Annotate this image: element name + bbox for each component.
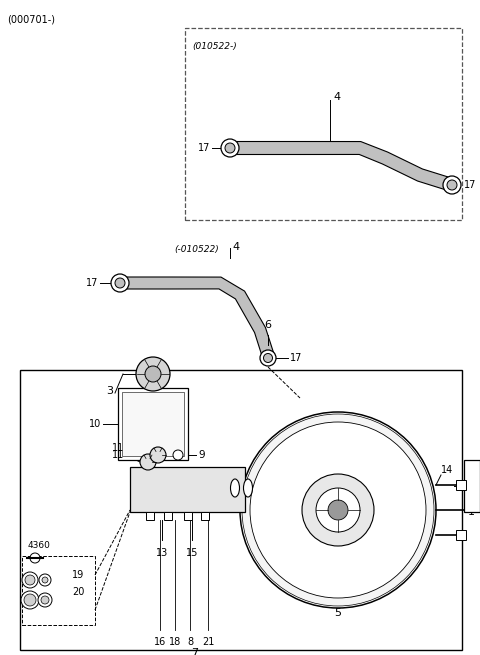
Bar <box>184 512 192 520</box>
Bar <box>464 460 480 512</box>
Bar <box>185 28 462 220</box>
Text: 4360: 4360 <box>28 540 51 550</box>
Circle shape <box>443 176 461 194</box>
Circle shape <box>240 412 436 608</box>
Text: 6: 6 <box>264 320 272 330</box>
Text: 13: 13 <box>156 548 168 558</box>
Text: 17: 17 <box>198 143 210 153</box>
Circle shape <box>447 180 457 190</box>
Circle shape <box>173 450 183 460</box>
Circle shape <box>302 474 374 546</box>
Text: 21: 21 <box>202 637 214 647</box>
Text: 16: 16 <box>154 637 166 647</box>
Text: (010522-): (010522-) <box>192 42 237 51</box>
Text: 9: 9 <box>198 450 204 460</box>
Bar <box>201 512 209 520</box>
Text: 11: 11 <box>112 443 124 453</box>
Text: 5: 5 <box>335 608 341 618</box>
Text: 8: 8 <box>187 637 193 647</box>
Bar <box>456 530 466 540</box>
Polygon shape <box>120 277 274 357</box>
Circle shape <box>21 591 39 609</box>
Circle shape <box>316 488 360 532</box>
Bar <box>456 480 466 490</box>
Circle shape <box>24 594 36 606</box>
Text: 14: 14 <box>441 465 453 475</box>
Text: 7: 7 <box>192 648 199 655</box>
Text: (000701-): (000701-) <box>7 14 55 24</box>
Text: 4: 4 <box>333 92 340 102</box>
Bar <box>20 370 462 650</box>
Text: (-010522): (-010522) <box>174 245 219 254</box>
Bar <box>122 392 184 456</box>
Ellipse shape <box>230 479 240 497</box>
Circle shape <box>111 274 129 292</box>
Ellipse shape <box>243 479 252 497</box>
Text: 17: 17 <box>464 180 476 190</box>
Bar <box>130 467 245 512</box>
Text: 17: 17 <box>85 278 98 288</box>
Bar <box>118 388 188 460</box>
Circle shape <box>140 454 156 470</box>
Circle shape <box>221 139 239 157</box>
Circle shape <box>25 575 35 585</box>
Circle shape <box>225 143 235 153</box>
Circle shape <box>42 577 48 583</box>
Text: 4: 4 <box>232 242 239 252</box>
Circle shape <box>260 350 276 366</box>
Text: 11: 11 <box>112 450 124 460</box>
Text: 3: 3 <box>106 386 113 396</box>
Circle shape <box>38 593 52 607</box>
Bar <box>146 512 154 520</box>
Circle shape <box>39 574 51 586</box>
Circle shape <box>250 422 426 598</box>
Text: 19: 19 <box>72 570 84 580</box>
Text: 20: 20 <box>72 587 84 597</box>
Circle shape <box>242 414 434 606</box>
Polygon shape <box>230 141 454 191</box>
Circle shape <box>150 447 166 463</box>
Circle shape <box>22 572 38 588</box>
Circle shape <box>328 500 348 520</box>
Circle shape <box>41 596 49 604</box>
Text: 18: 18 <box>169 637 181 647</box>
Circle shape <box>264 354 273 362</box>
Bar <box>22 556 95 625</box>
Bar <box>164 512 172 520</box>
Text: 15: 15 <box>186 548 198 558</box>
Circle shape <box>136 357 170 391</box>
Text: 10: 10 <box>89 419 101 429</box>
Text: 1: 1 <box>468 507 475 517</box>
Circle shape <box>115 278 125 288</box>
Circle shape <box>30 553 40 563</box>
Circle shape <box>145 366 161 382</box>
Text: 17: 17 <box>290 353 302 363</box>
